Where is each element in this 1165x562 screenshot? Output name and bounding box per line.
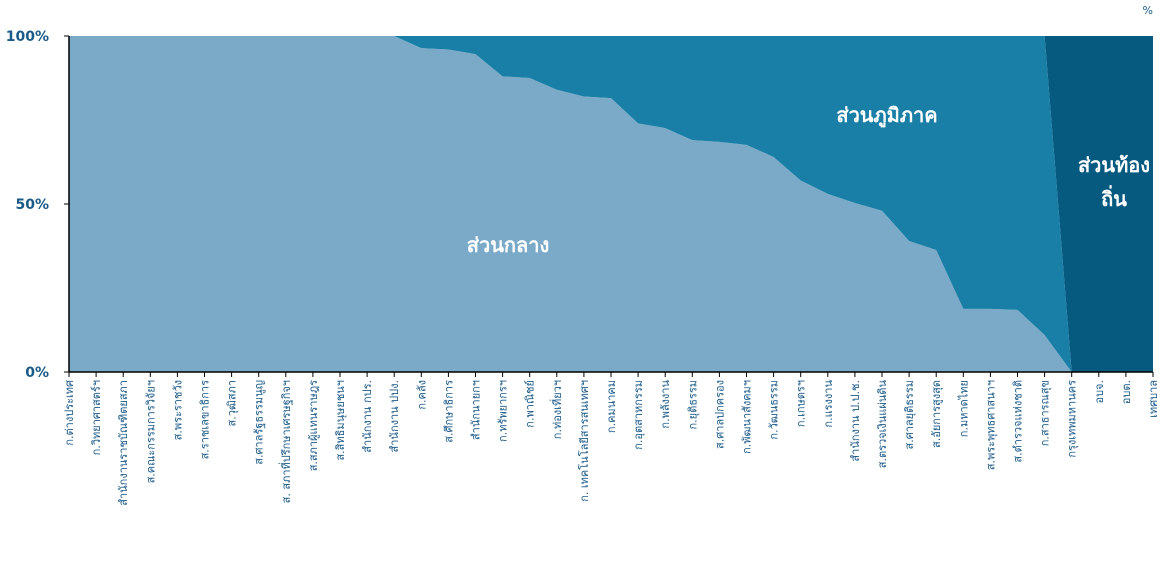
x-tick-label: สำนักงานราชบัณฑิตยสภา bbox=[117, 380, 130, 506]
x-tick-label: ก.วิทยาศาสตร์ฯ bbox=[90, 380, 103, 455]
x-tick-label: ก.ยุติธรรม bbox=[686, 380, 699, 430]
x-tick-label: ส.อัยการสูงสุด bbox=[930, 380, 943, 448]
x-tick-label: ส.พระพุทธศาสนาฯ bbox=[984, 380, 997, 470]
x-tick-label: เทศบาล bbox=[1147, 380, 1160, 418]
x-tick-label: ก.แรงงาน bbox=[822, 380, 835, 428]
x-tick-label: ก.พลังงาน bbox=[659, 380, 672, 429]
area bbox=[69, 36, 1153, 372]
x-tick-label: ส.ศึกษาธิการ bbox=[442, 380, 455, 443]
x-tick-label: ก.ทรัพยากรฯ bbox=[497, 380, 510, 442]
x-tick-label: อบจ. bbox=[1093, 380, 1106, 404]
y-unit: % bbox=[1143, 4, 1153, 17]
x-tick-label: สำนักงาน ปปง. bbox=[388, 380, 401, 452]
x-tick-label: ส.สภาผู้แทนราษฎร bbox=[307, 380, 320, 471]
x-tick-label: ก.พาณิชย์ bbox=[524, 380, 537, 428]
x-tick-label: ก.อุตสาหกรรม bbox=[632, 380, 645, 450]
x-tick-label: ส.ศาลปกครอง bbox=[713, 380, 726, 449]
x-tick-label: ก.วัฒนธรรม bbox=[768, 380, 781, 440]
x-tick-label: ส. สภาที่ปรึกษาเศรษฐกิจฯ bbox=[278, 380, 293, 503]
x-tick-label: ก.เกษตรฯ bbox=[795, 380, 808, 427]
x-tick-label: ก.คลัง bbox=[415, 380, 428, 410]
x-tick-label: ส.ศาลยุติธรรม bbox=[903, 380, 916, 449]
x-tick-label: ก.ต่างประเทศ bbox=[63, 380, 76, 446]
x-tick-label: สำนักงาน ป.ป.ช. bbox=[849, 380, 862, 462]
x-tick-label: สำนักงาน กปร. bbox=[361, 380, 374, 453]
x-tick-label: ส.ราชเลขาธิการ bbox=[199, 380, 212, 460]
x-tick-label: ส.สิทธิมนุษยชนฯ bbox=[334, 380, 347, 461]
series-label: ส่วนภูมิภาค bbox=[836, 103, 937, 129]
y-tick-label: 50% bbox=[15, 197, 49, 213]
x-tick-label: ส.พระราชวัง bbox=[171, 380, 184, 440]
x-tick-label: ก.มหาดไทย bbox=[957, 380, 970, 437]
x-tick-label: ก. เทคโนโลยีสารสนเทศฯ bbox=[577, 380, 591, 502]
x-tick-label: ก.พัฒนาสังคมฯ bbox=[741, 380, 754, 454]
x-tick-label: ก.คมนาคม bbox=[605, 380, 618, 433]
series-label: ส่วนกลาง bbox=[467, 233, 549, 257]
x-tick-label: ก.ท่องเที่ยวฯ bbox=[549, 380, 564, 439]
x-tick-label: ส.คณะกรรมการวิจัยฯ bbox=[144, 380, 157, 483]
area bbox=[69, 36, 1153, 372]
x-tick-label: ส.ศาลรัฐธรรมนูญ bbox=[253, 380, 266, 465]
x-tick-label: ส.ตำรวจแห่งชาติ bbox=[1012, 380, 1025, 463]
series-label: ส่วนท้องถิ่น bbox=[1077, 153, 1151, 211]
x-tick-label: ก.สาธารณสุข bbox=[1039, 380, 1052, 446]
y-tick-label: 100% bbox=[6, 29, 49, 45]
x-tick-label: อบต. bbox=[1120, 380, 1133, 404]
y-tick-label: 0% bbox=[25, 365, 49, 381]
x-tick-label: กรุงเทพมหานคร bbox=[1066, 380, 1079, 458]
x-tick-label: ส.วุฒิสภา bbox=[226, 380, 239, 426]
x-tick-label: ส.ตรวจเงินแผ่นดิน bbox=[876, 380, 889, 469]
x-tick-label: สำนักนายกฯ bbox=[470, 380, 483, 440]
